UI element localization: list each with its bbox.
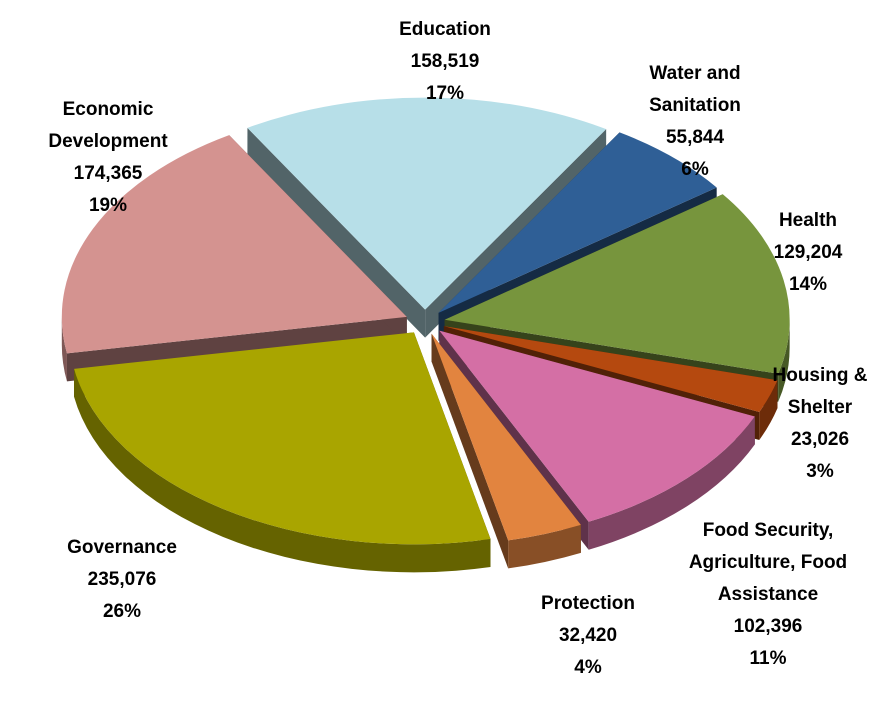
- category-label: Governance: [67, 537, 177, 558]
- percent-label: 11%: [749, 648, 787, 669]
- slice-wall: [778, 319, 790, 402]
- slice-label: Water and Sanitation 55,844 6%: [630, 58, 760, 186]
- value-label: 158,519: [410, 51, 480, 72]
- slice: [438, 132, 717, 313]
- slice: [444, 194, 790, 374]
- slice-wall: [508, 524, 581, 569]
- slice-wall: [74, 368, 491, 573]
- slice: [431, 333, 581, 541]
- slice-label: Education 158,519 17%: [380, 14, 510, 110]
- value-label: 235,076: [87, 569, 157, 590]
- value-label: 102,396: [733, 616, 803, 637]
- slice: [74, 332, 491, 545]
- slice-wall: [588, 416, 755, 550]
- slice-label: Governance 235,076 26%: [42, 532, 202, 628]
- category-label: Protection: [541, 593, 635, 614]
- slice: [439, 330, 755, 522]
- category-label: Economic Development: [48, 99, 168, 152]
- category-label: Housing & Shelter: [772, 365, 868, 418]
- percent-label: 3%: [806, 461, 834, 482]
- slice-side: [247, 127, 426, 338]
- value-label: 23,026: [790, 429, 850, 450]
- slice: [247, 97, 607, 310]
- value-label: 129,204: [773, 242, 843, 263]
- slice-label: Protection 32,420 4%: [513, 588, 663, 684]
- slice-side: [431, 333, 509, 569]
- percent-label: 17%: [425, 83, 465, 104]
- slice-label: Food Security, Agriculture, Food Assista…: [688, 515, 848, 675]
- slice: [443, 326, 778, 412]
- value-label: 174,365: [73, 163, 143, 184]
- category-label: Food Security, Agriculture, Food Assista…: [688, 520, 848, 605]
- slice: [61, 135, 407, 354]
- percent-label: 6%: [681, 159, 709, 180]
- percent-label: 19%: [88, 195, 128, 216]
- slice-label: Health 129,204 14%: [748, 205, 868, 301]
- slice-label: Economic Development 174,365 19%: [23, 94, 193, 222]
- category-label: Education: [399, 19, 491, 40]
- slice-label: Housing & Shelter 23,026 3%: [760, 360, 880, 488]
- category-label: Health: [778, 210, 838, 231]
- value-label: 55,844: [665, 127, 725, 148]
- slice-wall: [759, 380, 778, 440]
- slice-wall: [61, 316, 67, 382]
- percent-label: 14%: [788, 274, 828, 295]
- percent-label: 26%: [102, 601, 142, 622]
- value-label: 32,420: [558, 625, 618, 646]
- percent-label: 4%: [574, 657, 602, 678]
- category-label: Water and Sanitation: [649, 63, 741, 116]
